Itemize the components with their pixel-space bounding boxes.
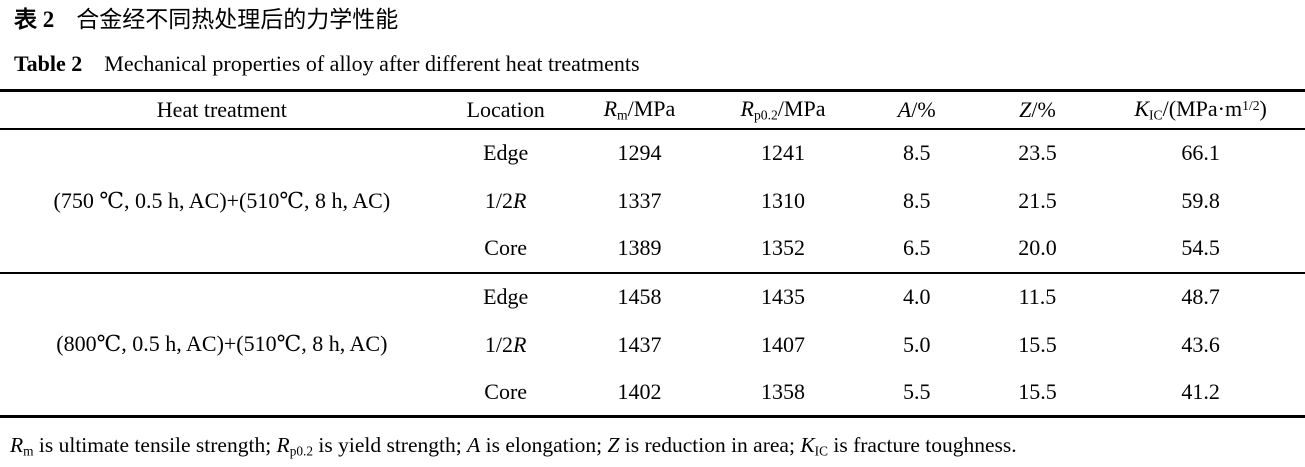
location-cell: 1/2R [484,187,527,213]
kic-value-cell: 41.2 [1181,378,1220,404]
table-footnote: Rm is ultimate tensile strength; Rp0.2 i… [10,433,1017,459]
table-row: (800℃, 0.5 h, AC)+(510℃, 8 h, AC) Edge 1… [0,273,1305,356]
table-caption-chinese: 表 2 合金经不同热处理后的力学性能 [0,0,1305,36]
location-cell: Edge [483,284,529,309]
elongation-value-cell: 5.5 [903,378,931,404]
location-cell: 1/2R [484,331,527,357]
col-header-kic: KIC/(MPa·m1/2) [1134,96,1267,123]
rm-value-cell: 1458 [617,284,662,309]
table-row: 1/2R 1337 1310 8.5 21.5 59.8 [0,177,1305,225]
symbol-z: Z [607,433,620,457]
heat-treatment-cell: (750 ℃, 0.5 h, AC)+(510℃, 8 h, AC) [53,187,391,213]
col-header-reduction: Z/% [1019,96,1056,122]
table-title-chinese: 合金经不同热处理后的力学性能 [76,7,399,32]
mechanical-properties-table: Heat treatment Location Rm/MPa Rp0.2/MPa… [0,89,1305,418]
col-header-location: Location [466,96,545,122]
table-number-chinese: 表 2 [14,7,55,32]
rp02-value-cell: 1310 [760,187,805,213]
col-header-heat-treatment: Heat treatment [156,96,287,122]
table-row: 1/2R 1437 1407 5.0 15.5 43.6 [0,321,1305,369]
elongation-value-cell: 4.0 [903,284,931,309]
symbol-rp02: R [276,433,290,457]
elongation-value-cell: 6.5 [903,235,931,260]
reduction-value-cell: 20.0 [1018,235,1057,260]
elongation-value-cell: 8.5 [903,187,931,213]
heat-treatment-cell: (800℃, 0.5 h, AC)+(510℃, 8 h, AC) [56,331,388,357]
rp02-value-cell: 1358 [760,378,805,404]
kic-value-cell: 43.6 [1181,331,1220,357]
col-header-rp02: Rp0.2/MPa [740,96,826,123]
rp02-value-cell: 1241 [760,140,805,165]
elongation-value-cell: 8.5 [903,140,931,165]
kic-value-cell: 66.1 [1181,140,1220,165]
col-header-elongation: A/% [897,96,936,122]
rm-value-cell: 1437 [617,331,662,357]
kic-value-cell: 59.8 [1181,187,1220,213]
rm-value-cell: 1337 [617,187,662,213]
symbol-kic: K [800,433,815,457]
reduction-value-cell: 11.5 [1018,284,1057,309]
reduction-value-cell: 15.5 [1018,378,1057,404]
treatment-group-750: (750 ℃, 0.5 h, AC)+(510℃, 8 h, AC) Edge … [0,129,1305,273]
table-title-english: Mechanical properties of alloy after dif… [104,51,640,76]
kic-value-cell: 54.5 [1181,235,1220,260]
reduction-value-cell: 21.5 [1018,187,1057,213]
symbol-a: A [467,433,481,457]
rm-value-cell: 1294 [617,140,662,165]
reduction-value-cell: 23.5 [1018,140,1057,165]
location-cell: Core [484,378,528,404]
symbol-rm: R [10,433,24,457]
reduction-value-cell: 15.5 [1018,331,1057,357]
table-row: (750 ℃, 0.5 h, AC)+(510℃, 8 h, AC) Edge … [0,129,1305,213]
treatment-group-800: (800℃, 0.5 h, AC)+(510℃, 8 h, AC) Edge 1… [0,273,1305,417]
rp02-value-cell: 1435 [760,284,805,309]
table-row: Core 1402 1358 5.5 15.5 41.2 [0,369,1305,417]
location-cell: Edge [483,140,529,165]
rm-value-cell: 1389 [617,235,662,260]
table-header: Heat treatment Location Rm/MPa Rp0.2/MPa… [0,91,1305,129]
location-cell: Core [484,235,528,260]
table-caption-english: Table 2 Mechanical properties of alloy af… [0,36,1305,80]
rm-value-cell: 1402 [617,378,662,404]
header-row: Heat treatment Location Rm/MPa Rp0.2/MPa… [0,91,1305,129]
elongation-value-cell: 5.0 [903,331,931,357]
rp02-value-cell: 1352 [760,235,805,260]
table-number-english: Table 2 [14,51,83,76]
table-row: Core 1389 1352 6.5 20.0 54.5 [0,225,1305,273]
kic-value-cell: 48.7 [1181,284,1220,309]
rp02-value-cell: 1407 [760,331,805,357]
col-header-rm: Rm/MPa [603,96,676,123]
